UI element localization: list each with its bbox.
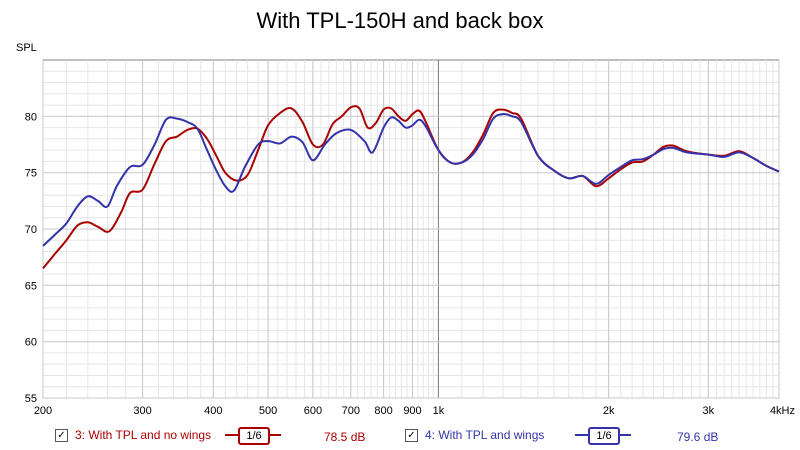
x-tick-label: 600	[304, 405, 322, 417]
level-series-3: 78.5 dB	[324, 430, 366, 444]
x-tick-labels: 200 300 400 500 600 700 800 900 1k 2k 3k 4kHz	[34, 405, 795, 417]
y-tick-label: 55	[25, 393, 37, 405]
y-tick-label: 60	[25, 337, 37, 349]
legend: ✓ 3: With TPL and no wings 1/6 78.5 dB ✓…	[0, 425, 800, 447]
checkbox-series-3[interactable]: ✓	[55, 428, 68, 442]
legend-label-series-3: 3: With TPL and no wings	[75, 428, 212, 442]
x-tick-label: 900	[403, 405, 421, 417]
legend-item-series-3[interactable]: ✓ 3: With TPL and no wings	[55, 428, 211, 442]
legend-swatch-series-4[interactable]: 1/6	[575, 427, 631, 445]
chart-title: With TPL-150H and back box	[256, 8, 544, 33]
x-tick-label: 800	[374, 405, 392, 417]
legend-item-series-4[interactable]: ✓ 4: With TPL and wings	[405, 428, 544, 442]
x-tick-label: 500	[259, 405, 277, 417]
y-tick-label: 80	[25, 111, 37, 123]
y-tick-labels: 55 60 65 70 75 80	[25, 111, 37, 405]
x-tick-label: 2k	[603, 405, 615, 417]
series-line-4[interactable]	[42, 113, 780, 247]
y-tick-label: 70	[25, 224, 37, 236]
x-tick-label: 700	[342, 405, 360, 417]
legend-swatch-series-3[interactable]: 1/6	[225, 427, 281, 445]
y-axis-label: SPL	[16, 42, 37, 54]
x-tick-label: 300	[133, 405, 151, 417]
plot-area[interactable]: 200 300 400 500 600 700 800 900 1k 2k 3k 4kHz 55 60 6…	[0, 0, 800, 425]
x-tick-label: 400	[204, 405, 222, 417]
series-layer	[42, 105, 780, 270]
series-line-3[interactable]	[42, 105, 780, 270]
x-tick-label: 4kHz	[770, 405, 795, 417]
y-tick-label: 65	[25, 280, 37, 292]
legend-label-series-4: 4: With TPL and wings	[425, 428, 545, 442]
checkbox-series-4[interactable]: ✓	[405, 428, 418, 442]
x-tick-label: 200	[34, 405, 52, 417]
y-tick-label: 75	[25, 168, 37, 180]
smoothing-badge-series-3[interactable]: 1/6	[238, 427, 270, 445]
smoothing-badge-series-4[interactable]: 1/6	[588, 427, 620, 445]
level-series-4: 79.6 dB	[677, 430, 719, 444]
x-tick-label: 3k	[702, 405, 714, 417]
x-tick-label: 1k	[433, 405, 445, 417]
